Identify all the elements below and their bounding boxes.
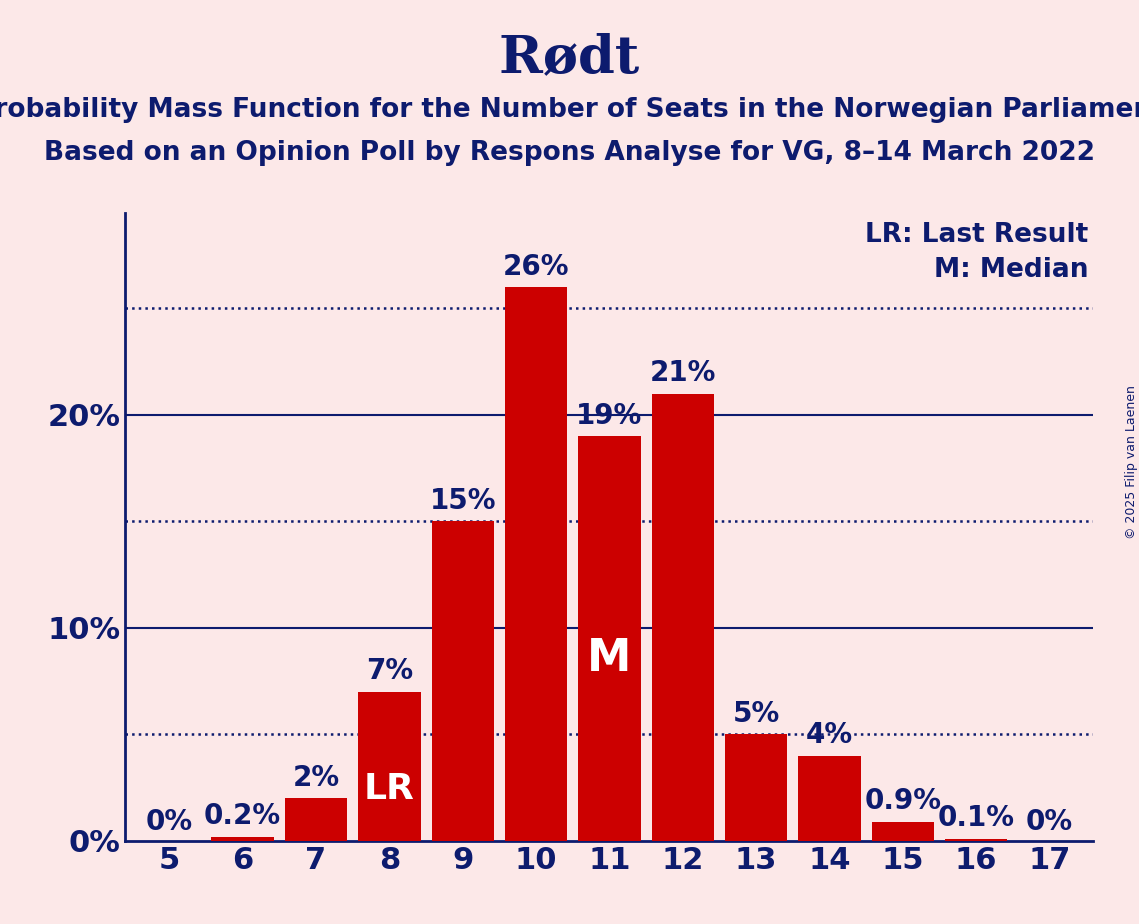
Text: M: M bbox=[588, 638, 631, 680]
Bar bbox=[285, 798, 347, 841]
Bar bbox=[652, 394, 714, 841]
Bar bbox=[505, 287, 567, 841]
Bar bbox=[945, 839, 1007, 841]
Text: © 2025 Filip van Laenen: © 2025 Filip van Laenen bbox=[1124, 385, 1138, 539]
Text: 7%: 7% bbox=[366, 657, 413, 686]
Bar bbox=[212, 836, 273, 841]
Bar bbox=[871, 821, 934, 841]
Text: Rødt: Rødt bbox=[499, 32, 640, 83]
Text: 0.2%: 0.2% bbox=[204, 802, 281, 830]
Bar bbox=[798, 756, 861, 841]
Text: 4%: 4% bbox=[805, 722, 853, 749]
Text: 21%: 21% bbox=[649, 359, 716, 387]
Text: 26%: 26% bbox=[502, 252, 570, 281]
Text: 15%: 15% bbox=[429, 487, 495, 515]
Text: LR: Last Result: LR: Last Result bbox=[866, 222, 1089, 248]
Bar bbox=[579, 436, 640, 841]
Text: Probability Mass Function for the Number of Seats in the Norwegian Parliament: Probability Mass Function for the Number… bbox=[0, 97, 1139, 123]
Text: 5%: 5% bbox=[732, 700, 780, 728]
Text: 2%: 2% bbox=[293, 764, 339, 792]
Bar bbox=[432, 521, 494, 841]
Bar bbox=[358, 692, 420, 841]
Text: 0%: 0% bbox=[1026, 808, 1073, 835]
Text: LR: LR bbox=[363, 772, 415, 806]
Text: Based on an Opinion Poll by Respons Analyse for VG, 8–14 March 2022: Based on an Opinion Poll by Respons Anal… bbox=[44, 140, 1095, 166]
Text: 0%: 0% bbox=[146, 808, 192, 835]
Text: 0.1%: 0.1% bbox=[937, 804, 1015, 833]
Text: M: Median: M: Median bbox=[934, 257, 1089, 283]
Text: 0.9%: 0.9% bbox=[865, 787, 941, 815]
Text: 19%: 19% bbox=[576, 402, 642, 430]
Bar bbox=[724, 735, 787, 841]
